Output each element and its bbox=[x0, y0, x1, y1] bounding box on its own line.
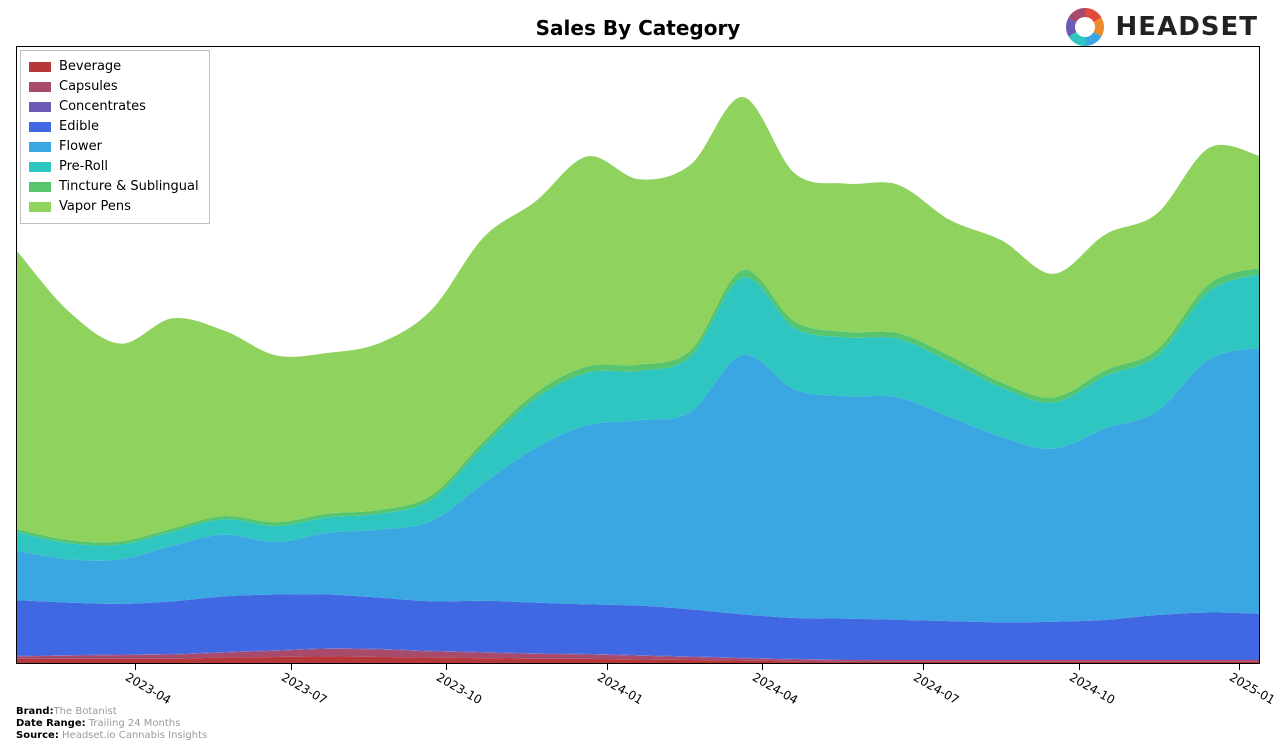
legend-item: Concentrates bbox=[29, 97, 199, 117]
footer-source-val: Headset.io Cannabis Insights bbox=[62, 730, 207, 741]
legend-item: Flower bbox=[29, 137, 199, 157]
footer-brand-val: The Botanist bbox=[54, 706, 117, 717]
brand-logo: HEADSET bbox=[1064, 6, 1258, 48]
legend-swatch bbox=[29, 62, 51, 72]
x-tick-mark bbox=[762, 664, 763, 670]
legend-item: Pre-Roll bbox=[29, 157, 199, 177]
legend-swatch bbox=[29, 82, 51, 92]
legend-label: Concentrates bbox=[59, 97, 146, 117]
legend-label: Pre-Roll bbox=[59, 157, 108, 177]
x-tick-mark bbox=[446, 664, 447, 670]
x-tick-label: 2024-04 bbox=[750, 670, 800, 707]
legend-label: Edible bbox=[59, 117, 99, 137]
x-tick-mark bbox=[923, 664, 924, 670]
footer-date-val: Trailing 24 Months bbox=[89, 718, 181, 729]
legend: BeverageCapsulesConcentratesEdibleFlower… bbox=[20, 50, 210, 224]
legend-label: Flower bbox=[59, 137, 102, 157]
x-tick-label: 2025-01 bbox=[1227, 670, 1276, 707]
x-axis: 2023-04 2023-07 2023-10 2024-01 2024-04 2024-… bbox=[16, 664, 1260, 704]
legend-item: Vapor Pens bbox=[29, 197, 199, 217]
x-tick-label: 2023-04 bbox=[123, 670, 173, 707]
legend-swatch bbox=[29, 142, 51, 152]
legend-label: Tincture & Sublingual bbox=[59, 177, 199, 197]
chart-container: Sales By Category HEADSET BeverageCapsul… bbox=[0, 0, 1276, 748]
x-tick-label: 2023-10 bbox=[434, 670, 484, 707]
x-tick-mark bbox=[135, 664, 136, 670]
x-tick-mark bbox=[607, 664, 608, 670]
brand-logo-text: HEADSET bbox=[1116, 12, 1258, 42]
legend-item: Capsules bbox=[29, 77, 199, 97]
footer-source: Source: Headset.io Cannabis Insights bbox=[16, 730, 207, 742]
x-tick-label: 2024-07 bbox=[911, 670, 961, 707]
legend-label: Capsules bbox=[59, 77, 118, 97]
footer-brand-key: Brand: bbox=[16, 706, 54, 717]
legend-swatch bbox=[29, 162, 51, 172]
x-tick-label: 2024-10 bbox=[1067, 670, 1117, 707]
legend-item: Tincture & Sublingual bbox=[29, 177, 199, 197]
legend-swatch bbox=[29, 102, 51, 112]
x-tick-mark bbox=[291, 664, 292, 670]
legend-swatch bbox=[29, 122, 51, 132]
footer-source-key: Source: bbox=[16, 730, 59, 741]
headset-logo-icon bbox=[1064, 6, 1106, 48]
footer-date-key: Date Range: bbox=[16, 718, 86, 729]
chart-footer: Brand:The Botanist Date Range: Trailing … bbox=[16, 706, 207, 742]
legend-item: Edible bbox=[29, 117, 199, 137]
footer-date-range: Date Range: Trailing 24 Months bbox=[16, 718, 207, 730]
x-tick-label: 2024-01 bbox=[595, 670, 645, 707]
legend-label: Vapor Pens bbox=[59, 197, 131, 217]
x-tick-label: 2023-07 bbox=[279, 670, 329, 707]
legend-swatch bbox=[29, 182, 51, 192]
legend-item: Beverage bbox=[29, 57, 199, 77]
legend-swatch bbox=[29, 202, 51, 212]
footer-brand: Brand:The Botanist bbox=[16, 706, 207, 718]
x-tick-mark bbox=[1079, 664, 1080, 670]
legend-label: Beverage bbox=[59, 57, 121, 77]
x-tick-mark bbox=[1239, 664, 1240, 670]
